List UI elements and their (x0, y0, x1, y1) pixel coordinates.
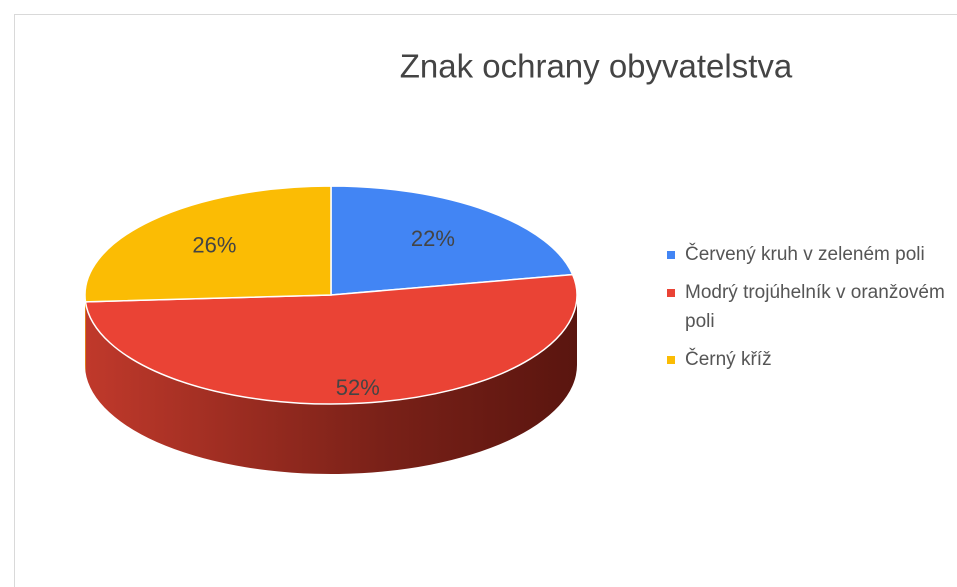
slice-side (85, 295, 578, 474)
legend-item: Modrý trojúhelník v oranžovém poli (667, 278, 952, 336)
legend-swatch (667, 289, 675, 297)
chart-border (14, 14, 957, 587)
chart-title: Znak ochrany obyvatelstva (400, 48, 793, 85)
data-label: 22% (411, 226, 455, 251)
data-label: 26% (192, 232, 236, 257)
legend: Červený kruh v zeleném poli Modrý trojúhe… (667, 240, 952, 383)
legend-item: Černý kříž (667, 345, 952, 374)
data-label: 52% (336, 375, 380, 400)
legend-swatch (667, 251, 675, 259)
slice (84, 273, 578, 405)
slice (84, 185, 332, 303)
legend-swatch (667, 356, 675, 364)
legend-label: Červený kruh v zeleném poli (685, 244, 925, 265)
slice (330, 185, 574, 296)
legend-label: Černý kříž (685, 349, 772, 370)
legend-label: Modrý trojúhelník v oranžovém poli (685, 282, 945, 332)
legend-item: Červený kruh v zeleném poli (667, 240, 952, 269)
pie: 22% 52% 26% (84, 185, 578, 474)
